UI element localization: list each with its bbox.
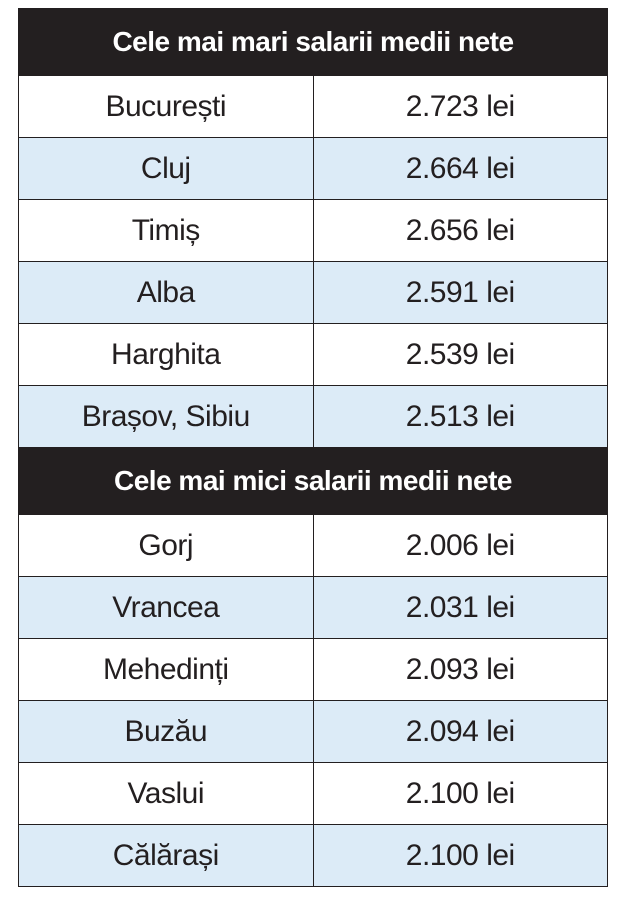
salary-cell: 2.094 lei [312,700,608,763]
section-title: Cele mai mari salarii medii nete [18,8,608,76]
county-cell: Buzău [18,700,314,763]
data-row: Vaslui 2.100 lei [18,762,608,825]
salary-cell: 2.656 lei [312,199,608,262]
data-row: Brașov, Sibiu 2.513 lei [18,385,608,448]
salary-table-container: Cele mai mari salarii medii nete Bucureșt… [18,8,608,887]
data-row: Alba 2.591 lei [18,261,608,324]
data-row: Harghita 2.539 lei [18,323,608,386]
salary-table: Cele mai mari salarii medii nete Bucureșt… [18,8,608,887]
county-cell: Cluj [18,137,314,200]
salary-cell: 2.723 lei [312,75,608,138]
data-row: Timiș 2.656 lei [18,199,608,262]
section-header-row: Cele mai mari salarii medii nete [18,8,608,76]
data-row: Buzău 2.094 lei [18,700,608,763]
county-cell: Mehedinți [18,638,314,701]
salary-cell: 2.664 lei [312,137,608,200]
data-row: București 2.723 lei [18,75,608,138]
salary-cell: 2.006 lei [312,514,608,577]
county-cell: Harghita [18,323,314,386]
county-cell: Vaslui [18,762,314,825]
salary-cell: 2.100 lei [312,762,608,825]
data-row: Cluj 2.664 lei [18,137,608,200]
county-cell: Călărași [18,824,314,887]
section-title: Cele mai mici salarii medii nete [18,447,608,515]
data-row: Mehedinți 2.093 lei [18,638,608,701]
salary-cell: 2.539 lei [312,323,608,386]
salary-cell: 2.031 lei [312,576,608,639]
county-cell: Vrancea [18,576,314,639]
county-cell: Gorj [18,514,314,577]
county-cell: Timiș [18,199,314,262]
salary-cell: 2.513 lei [312,385,608,448]
salary-cell: 2.093 lei [312,638,608,701]
data-row: Călărași 2.100 lei [18,824,608,887]
county-cell: Brașov, Sibiu [18,385,314,448]
salary-cell: 2.100 lei [312,824,608,887]
county-cell: Alba [18,261,314,324]
data-row: Vrancea 2.031 lei [18,576,608,639]
county-cell: București [18,75,314,138]
salary-cell: 2.591 lei [312,261,608,324]
section-header-row: Cele mai mici salarii medii nete [18,447,608,515]
data-row: Gorj 2.006 lei [18,514,608,577]
